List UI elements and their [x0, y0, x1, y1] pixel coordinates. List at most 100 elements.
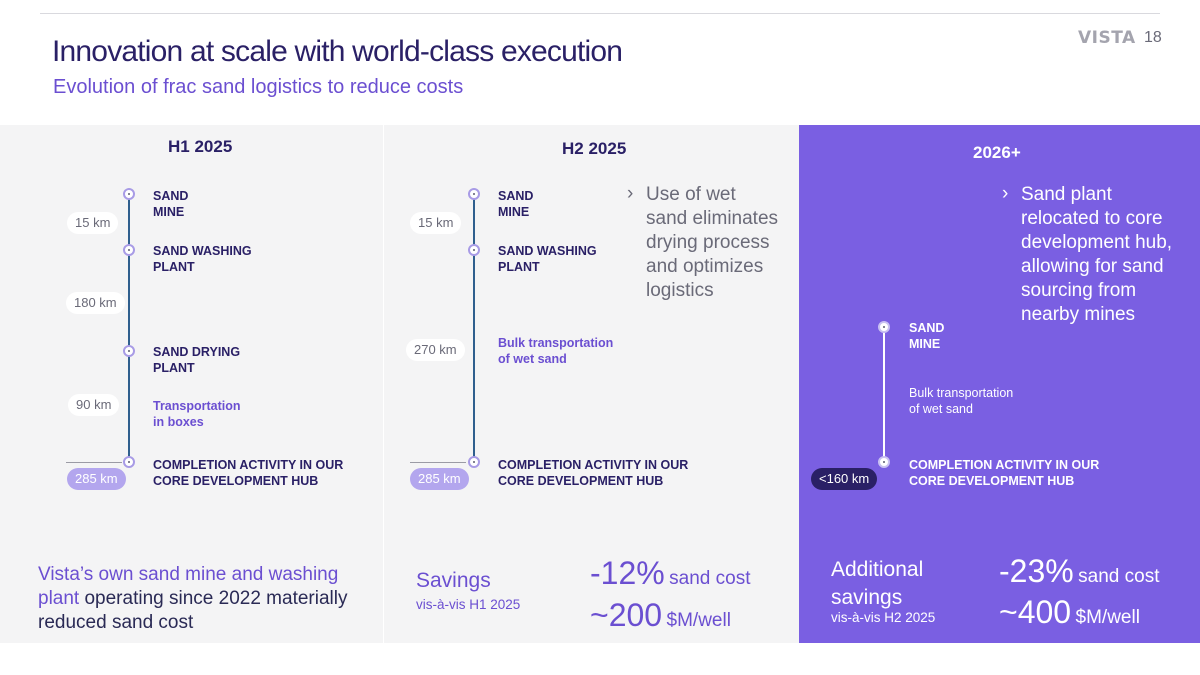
metric-value: -23%: [999, 553, 1074, 589]
node-completion-hub: COMPLETION ACTIVITY IN OUR CORE DEVELOPM…: [498, 457, 688, 489]
node-dot: [123, 456, 135, 468]
note-text: operating since 2022 materially reduced …: [38, 588, 348, 633]
total-divider: [410, 462, 466, 463]
total-distance-badge: <160 km: [811, 468, 878, 490]
metric-unit: sand cost: [669, 568, 751, 589]
savings-title: Additional savings: [831, 556, 923, 612]
page-title: Innovation at scale with world-class exe…: [52, 35, 623, 68]
metric-sand-cost: -23% sand cost: [999, 553, 1159, 590]
page-number: 18: [1144, 29, 1162, 46]
node-sand-mine: SAND MINE: [153, 188, 188, 220]
savings-title: Savings: [416, 569, 491, 592]
callout-text: Sand plant relocated to core development…: [1021, 183, 1172, 327]
transport-line: Bulk transportation: [909, 386, 1014, 400]
total-divider: [66, 462, 122, 463]
savings-subtitle: vis-à-vis H2 2025: [831, 610, 936, 625]
node-completion-hub: COMPLETION ACTIVITY IN OUR CORE DEVELOPM…: [909, 457, 1099, 489]
node-label: SAND: [909, 321, 945, 335]
node-label: MINE: [153, 205, 185, 219]
panel-heading: 2026+: [973, 143, 1021, 162]
node-label: SAND: [498, 189, 534, 203]
metric-unit: sand cost: [1078, 566, 1160, 587]
transport-note: Transportation in boxes: [153, 398, 241, 430]
distance-badge: 180 km: [66, 292, 125, 314]
node-label: SAND: [153, 189, 189, 203]
callout-line: development hub,: [1021, 232, 1173, 253]
callout-line: and optimizes: [646, 256, 764, 277]
route-line: [883, 333, 885, 463]
savings-subtitle: vis-à-vis H1 2025: [416, 597, 521, 612]
node-label: PLANT: [498, 260, 540, 274]
note-highlight: Vista’s own sand mine and washing plant: [38, 564, 339, 609]
top-divider: [40, 13, 1160, 14]
node-dot: [468, 188, 480, 200]
transport-line: of wet sand: [498, 352, 567, 366]
node-label: SAND WASHING: [498, 244, 597, 258]
node-label: COMPLETION ACTIVITY IN OUR: [153, 458, 344, 472]
metric-per-well: ~400 $M/well: [999, 594, 1140, 631]
node-dot: [123, 244, 135, 256]
metric-value: ~400: [999, 594, 1072, 630]
total-distance-badge: 285 km: [67, 468, 126, 490]
node-label: COMPLETION ACTIVITY IN OUR: [909, 458, 1100, 472]
distance-badge: 270 km: [406, 339, 465, 361]
metric-per-well: ~200 $M/well: [590, 597, 731, 634]
callout-line: sand eliminates: [646, 208, 779, 229]
node-sand-drying-plant: SAND DRYING PLANT: [153, 344, 240, 376]
node-sand-washing-plant: SAND WASHING PLANT: [498, 243, 597, 275]
transport-line: of wet sand: [909, 402, 973, 416]
node-label: SAND DRYING: [153, 345, 241, 359]
panel-heading: H1 2025: [168, 137, 233, 156]
chevron-right-icon: ›: [627, 183, 634, 204]
transport-line: in boxes: [153, 415, 204, 429]
node-dot: [123, 188, 135, 200]
node-sand-mine: SAND MINE: [909, 320, 944, 352]
callout-line: allowing for sand: [1021, 256, 1164, 277]
transport-line: Bulk transportation: [498, 336, 614, 350]
node-dot: [468, 244, 480, 256]
transport-note: Bulk transportation of wet sand: [909, 385, 1013, 417]
panel-2026-plus: 2026+ SAND MINE Bulk transportation of w…: [799, 125, 1200, 643]
callout-line: nearby mines: [1021, 304, 1136, 325]
callout-line: drying process: [646, 232, 770, 253]
distance-badge: 15 km: [410, 212, 462, 234]
distance-badge: 15 km: [67, 212, 119, 234]
node-label: MINE: [909, 337, 941, 351]
node-label: SAND WASHING: [153, 244, 252, 258]
node-label: CORE DEVELOPMENT HUB: [909, 474, 1075, 488]
metric-value: ~200: [590, 597, 663, 633]
callout-line: Sand plant: [1021, 184, 1112, 205]
metric-sand-cost: -12% sand cost: [590, 555, 750, 592]
h1-note: Vista’s own sand mine and washing plant …: [38, 563, 358, 635]
panel-heading: H2 2025: [562, 139, 627, 158]
page-subtitle: Evolution of frac sand logistics to redu…: [53, 76, 464, 98]
savings-title-line: savings: [831, 586, 903, 609]
metric-value: -12%: [590, 555, 665, 591]
callout-line: relocated to core: [1021, 208, 1163, 229]
node-dot: [468, 456, 480, 468]
node-label: CORE DEVELOPMENT HUB: [153, 474, 319, 488]
callout-line: logistics: [646, 280, 714, 301]
distance-badge: 90 km: [68, 394, 120, 416]
chevron-right-icon: ›: [1002, 183, 1009, 204]
node-dot: [878, 321, 890, 333]
savings-title-line: Additional: [831, 558, 924, 581]
node-label: CORE DEVELOPMENT HUB: [498, 474, 664, 488]
route-line: [473, 195, 475, 463]
total-distance-badge: 285 km: [410, 468, 469, 490]
callout-text: Use of wet sand eliminates drying proces…: [646, 183, 778, 303]
node-dot: [878, 456, 890, 468]
callout-line: sourcing from: [1021, 280, 1137, 301]
node-completion-hub: COMPLETION ACTIVITY IN OUR CORE DEVELOPM…: [153, 457, 343, 489]
callout-line: Use of wet: [646, 184, 736, 205]
transport-note: Bulk transportation of wet sand: [498, 335, 613, 367]
node-dot: [123, 345, 135, 357]
node-label: PLANT: [153, 260, 195, 274]
node-sand-mine: SAND MINE: [498, 188, 533, 220]
panel-h2-2025: H2 2025 SAND MINE 15 km SAND WASHING PLA…: [384, 125, 799, 643]
metric-unit: $M/well: [666, 610, 731, 631]
panel-h1-2025: H1 2025 SAND MINE 15 km SAND WASHING PLA…: [0, 125, 383, 643]
node-label: MINE: [498, 205, 530, 219]
node-sand-washing-plant: SAND WASHING PLANT: [153, 243, 252, 275]
metric-unit: $M/well: [1075, 607, 1140, 628]
